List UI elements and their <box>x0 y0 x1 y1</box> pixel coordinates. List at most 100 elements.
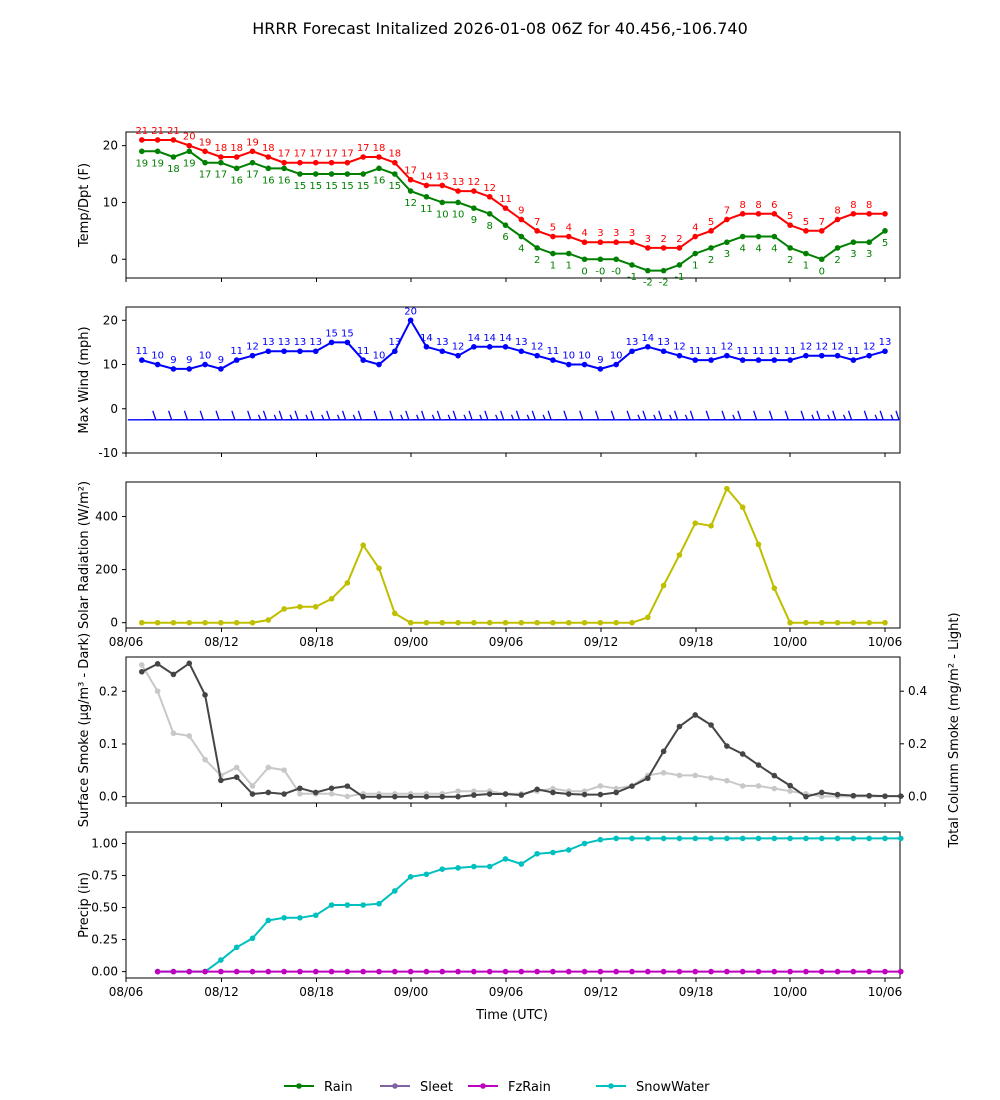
data-point <box>818 228 825 234</box>
data-point <box>281 968 287 975</box>
data-point <box>233 165 240 172</box>
data-point <box>724 485 730 492</box>
data-point <box>502 856 509 862</box>
wind-barb <box>159 410 189 421</box>
data-point <box>202 756 208 763</box>
data-label: 20 <box>404 306 417 317</box>
wind-barb-flag <box>273 414 277 421</box>
data-label: 13 <box>879 337 892 348</box>
data-point <box>486 344 493 350</box>
data-point <box>660 748 667 755</box>
data-point <box>724 835 730 842</box>
x-tick-label: 09/18 <box>679 985 714 999</box>
data-label: 17 <box>294 149 307 160</box>
data-point <box>739 233 746 240</box>
y-tick-label: -10 <box>98 446 118 460</box>
data-point <box>154 137 161 143</box>
data-point <box>249 935 256 942</box>
data-label: 12 <box>831 342 844 353</box>
data-point <box>803 228 809 234</box>
data-point <box>803 250 809 257</box>
data-point <box>597 366 604 372</box>
data-point <box>818 619 825 626</box>
wind-barb-flag <box>336 414 341 421</box>
data-label: 10 <box>578 351 591 362</box>
data-point <box>218 968 224 975</box>
y-axis-label: Temp/Dpt (F) <box>77 163 92 248</box>
data-point <box>423 871 430 878</box>
data-point <box>344 968 351 975</box>
data-point <box>392 793 398 800</box>
data-point <box>692 712 699 718</box>
data-label: 4 <box>566 223 572 234</box>
data-point <box>439 793 446 800</box>
data-point <box>550 619 556 626</box>
data-point <box>771 211 778 217</box>
wind-barb-flag <box>827 414 831 421</box>
data-label: 18 <box>262 143 275 154</box>
wind-barb-flag <box>310 410 315 421</box>
data-point <box>581 619 588 626</box>
data-point <box>645 344 651 350</box>
data-point <box>486 211 493 217</box>
data-point <box>850 835 857 842</box>
data-point <box>423 344 430 350</box>
data-label: 0 <box>819 266 825 277</box>
data-point <box>518 792 525 798</box>
data-point <box>455 788 461 794</box>
wind-barb-flag <box>658 410 663 421</box>
data-point <box>850 968 857 975</box>
data-point <box>613 785 619 792</box>
wind-barb-flag <box>674 410 679 421</box>
data-point <box>724 743 730 749</box>
wind-barb <box>744 410 774 421</box>
data-point <box>486 619 493 626</box>
data-label: 19 <box>183 158 196 169</box>
wind-barb-flag <box>357 410 362 421</box>
wind-barb <box>238 410 268 421</box>
data-label: 21 <box>135 126 148 137</box>
data-label: 9 <box>518 205 524 216</box>
data-point <box>613 361 619 368</box>
data-point <box>818 968 825 975</box>
data-point <box>645 614 651 621</box>
data-point <box>439 619 446 626</box>
data-point <box>407 188 414 194</box>
data-point <box>139 619 145 626</box>
data-point <box>755 357 762 363</box>
data-point <box>376 165 382 172</box>
data-point <box>471 968 477 975</box>
data-point <box>233 944 240 951</box>
data-point <box>486 863 493 870</box>
data-label: 4 <box>771 244 777 255</box>
data-point <box>170 968 177 975</box>
wind-barb-flag <box>341 410 347 421</box>
data-label: 17 <box>199 170 212 181</box>
wind-barb-flag <box>215 410 220 421</box>
wind-barb <box>380 410 410 421</box>
data-point <box>755 541 762 548</box>
y-axis-label: Max Wind (mph) <box>77 326 92 433</box>
data-point <box>882 228 888 234</box>
data-label: 12 <box>815 342 828 353</box>
wind-barb <box>776 410 805 421</box>
data-point <box>502 205 509 211</box>
data-point <box>170 730 177 737</box>
data-point <box>170 619 177 626</box>
data-label: -1 <box>674 272 684 283</box>
data-point <box>312 968 319 975</box>
data-point <box>312 789 319 796</box>
data-point <box>818 352 825 359</box>
wind-barb <box>760 410 789 421</box>
data-point <box>281 606 287 612</box>
data-label: 10 <box>199 351 212 362</box>
data-point <box>376 968 382 975</box>
data-label: 3 <box>613 228 619 239</box>
data-label: -0 <box>611 266 621 277</box>
data-point <box>312 171 319 177</box>
y-axis-label: Solar Radiation (W/m²) <box>77 481 92 629</box>
data-point <box>771 357 778 363</box>
data-label: 13 <box>262 337 275 348</box>
data-point <box>518 216 525 223</box>
data-point <box>186 733 193 739</box>
